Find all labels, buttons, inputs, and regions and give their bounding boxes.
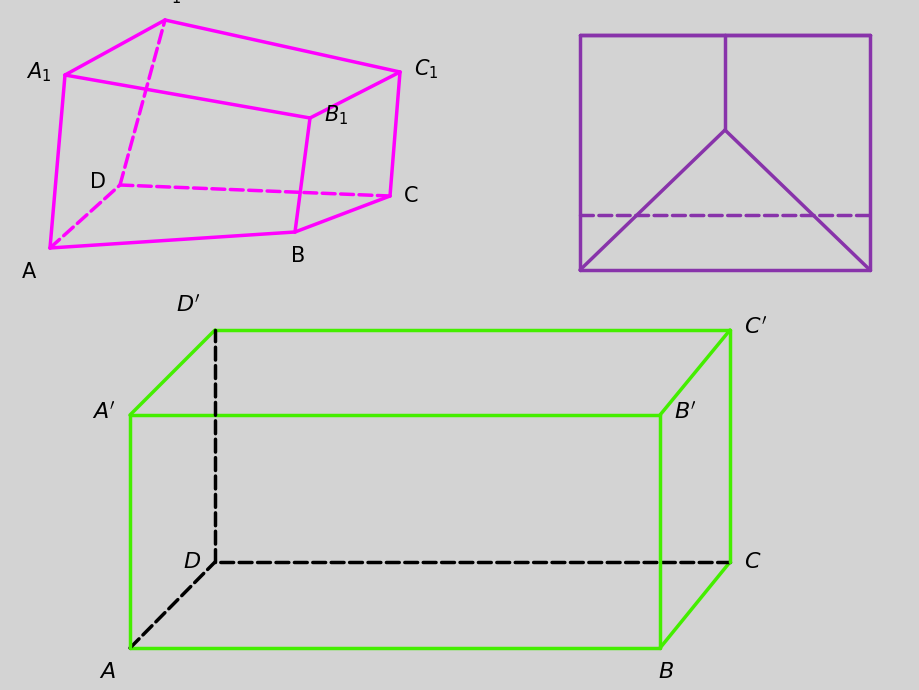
Text: B: B: [290, 246, 304, 266]
Text: A: A: [22, 262, 36, 282]
Text: $C'$: $C'$: [743, 317, 766, 338]
Text: $A'$: $A'$: [92, 402, 116, 423]
Text: $C_1$: $C_1$: [414, 57, 437, 81]
Text: $C$: $C$: [743, 552, 761, 572]
Text: $D$: $D$: [183, 552, 201, 572]
Text: $D'$: $D'$: [176, 295, 201, 316]
Text: $A$: $A$: [99, 662, 116, 682]
Text: $B$: $B$: [657, 662, 673, 682]
Text: $A_1$: $A_1$: [26, 61, 51, 84]
Text: $B'$: $B'$: [673, 402, 696, 423]
Text: C: C: [403, 186, 418, 206]
Text: $D_1$: $D_1$: [154, 0, 180, 6]
Text: D: D: [90, 172, 106, 193]
Text: $B_1$: $B_1$: [323, 104, 347, 127]
